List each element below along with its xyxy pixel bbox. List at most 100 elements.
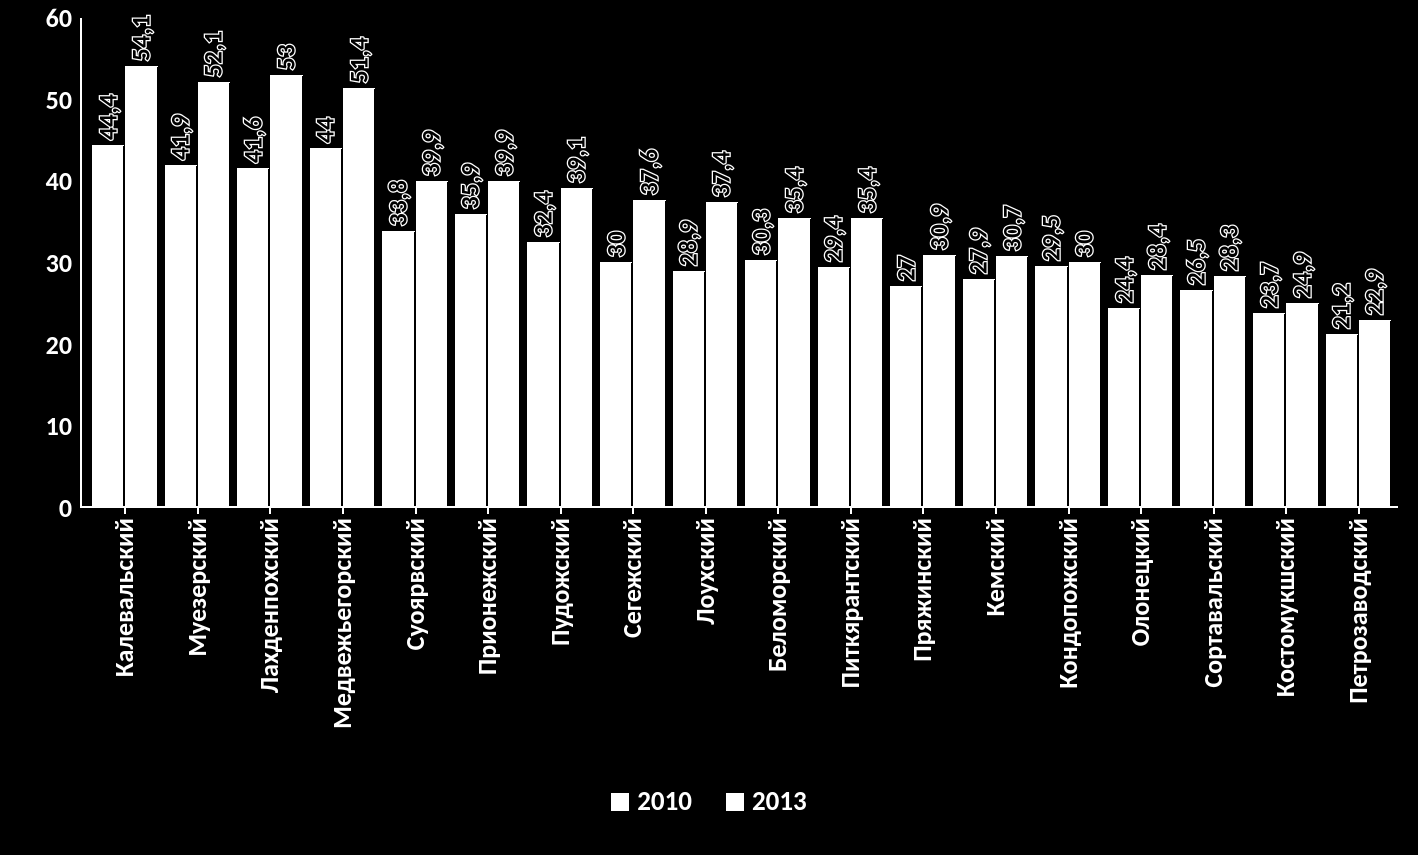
bar-2013: 39,9 [416,181,447,506]
bar-2010: 35,9 [455,214,486,506]
bar-label: 32,4 [528,191,559,237]
bar-label: 39,9 [416,130,447,176]
category-slot: 26,528,3 [1176,18,1249,506]
y-tick-label: 60 [46,5,72,31]
bar-2013: 37,6 [633,200,664,506]
bar-2013: 30,9 [923,255,954,506]
category-slot: 33,839,9 [378,18,451,506]
category-slot: 23,724,9 [1249,18,1322,506]
legend-item-2013: 2013 [726,785,807,818]
bars-container: 44,454,141,952,141,6534451,433,839,935,9… [82,18,1398,506]
x-label-slot: Лоухский [669,508,742,768]
bar-2010: 21,2 [1326,334,1357,506]
bar-label: 29,4 [818,215,849,261]
plot-row: 0102030405060 44,454,141,952,141,6534451… [20,18,1398,508]
legend: 2010 2013 [20,774,1398,829]
bar-2013: 28,3 [1214,276,1245,506]
x-label-slot: Медвежьегорский [306,508,379,768]
x-label-slot: Беломорский [741,508,814,768]
x-label-slot: Кемский [959,508,1032,768]
bar-2010: 44 [310,148,341,506]
category-label: Беломорский [761,518,793,672]
bar-2010: 29,4 [818,267,849,506]
category-slot: 30,335,4 [741,18,814,506]
category-label: Пудожский [544,518,576,646]
category-label: Медвежьегорский [326,518,358,729]
category-slot: 3037,6 [596,18,669,506]
bar-2013: 35,4 [778,218,809,506]
x-label-slot: Питкярантский [814,508,887,768]
x-label-slot: Сегежский [596,508,669,768]
bar-label: 27 [890,255,921,281]
category-slot: 35,939,9 [451,18,524,506]
y-tick-label: 0 [59,495,72,521]
y-tick-label: 20 [46,332,72,358]
bar-2010: 24,4 [1108,308,1139,506]
bar-2013: 37,4 [706,202,737,506]
y-axis: 0102030405060 [20,18,80,508]
legend-swatch-icon [726,793,744,811]
legend-label: 2010 [637,785,692,818]
bar-label: 35,9 [455,163,486,209]
category-slot: 2730,9 [886,18,959,506]
x-label-slot: Лахденпохский [233,508,306,768]
bar-label: 29,5 [1035,215,1066,261]
bar-2013: 35,4 [851,218,882,506]
plot-area: 44,454,141,952,141,6534451,433,839,935,9… [80,18,1398,508]
category-label: Кемский [979,518,1011,616]
bar-label: 53 [271,44,302,70]
x-label-slot: Сортавальский [1176,508,1249,768]
bar-2010: 32,4 [527,242,558,506]
category-slot: 4451,4 [306,18,379,506]
bar-label: 23,7 [1253,262,1284,308]
category-label: Питкярантский [834,518,866,688]
bar-2013: 39,1 [561,188,592,506]
bar-2010: 27,9 [963,279,994,506]
x-axis-labels: Калевальский Муезерский Лахденпохский Медве… [82,508,1398,768]
category-label: Муезерский [181,518,213,657]
category-slot: 28,937,4 [669,18,742,506]
bar-2010: 33,8 [382,231,413,506]
category-label: Суоярвский [399,518,431,650]
bar-label: 33,8 [382,180,413,226]
bar-label: 41,9 [165,114,196,160]
bar-2010: 41,9 [165,165,196,506]
bar-label: 35,4 [778,167,809,213]
x-label-slot: Петрозаводский [1322,508,1395,768]
category-label: Лоухский [689,518,721,625]
bar-2010: 27 [890,286,921,506]
x-label-slot: Суоярвский [378,508,451,768]
grouped-bar-chart: 0102030405060 44,454,141,952,141,6534451… [20,18,1398,843]
category-label: Сортавальский [1197,518,1229,688]
bar-label: 37,4 [706,150,737,196]
bar-label: 30,9 [924,203,955,249]
category-slot: 32,439,1 [523,18,596,506]
bar-2013: 54,1 [125,66,156,506]
bar-2010: 30 [600,262,631,506]
bar-2013: 28,4 [1141,275,1172,506]
bar-2010: 23,7 [1253,313,1284,506]
bar-2013: 51,4 [343,88,374,506]
category-slot: 21,222,9 [1322,18,1395,506]
bar-2010: 29,5 [1035,266,1066,506]
bar-label: 26,5 [1181,239,1212,285]
bar-label: 22,9 [1359,268,1390,314]
bar-2013: 52,1 [198,82,229,506]
x-label-slot: Муезерский [161,508,234,768]
bar-label: 24,9 [1286,252,1317,298]
x-label-slot: Олонецкий [1104,508,1177,768]
bar-label: 30,3 [745,208,776,254]
x-label-slot: Пряжинский [886,508,959,768]
bar-2013: 39,9 [488,181,519,506]
category-label: Калевальский [108,518,140,677]
category-slot: 41,952,1 [161,18,234,506]
bar-label: 41,6 [237,116,268,162]
x-label-slot: Кондопожский [1031,508,1104,768]
y-tick-label: 40 [46,168,72,194]
bar-2013: 30 [1069,262,1100,506]
bar-label: 35,4 [851,167,882,213]
category-label: Петрозаводский [1342,518,1374,704]
bar-2010: 30,3 [745,260,776,506]
category-label: Прионежский [471,518,503,675]
bar-2010: 41,6 [237,168,268,506]
